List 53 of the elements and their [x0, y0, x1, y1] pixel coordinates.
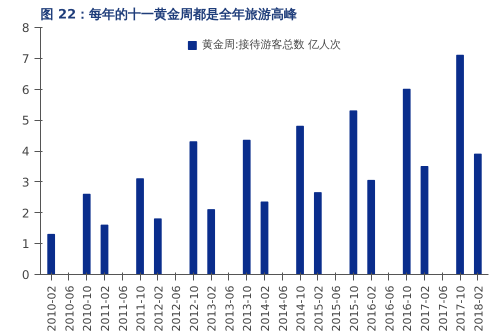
y-tick-label: 8	[22, 21, 30, 35]
x-tick-label: 2013-10	[241, 285, 254, 332]
bar	[82, 194, 91, 274]
x-tick-label: 2011-10	[134, 285, 148, 332]
chart-title: 图 22：每年的十一黄金周都是全年旅游高峰	[40, 6, 298, 22]
bar	[207, 209, 216, 274]
legend-label: 黄金周:接待游客总数 亿人次	[202, 37, 342, 52]
x-tick-label: 2017-02	[419, 285, 432, 332]
x-tick-label: 2017-06	[436, 285, 450, 332]
y-tick-label: 6	[22, 82, 30, 97]
bar	[474, 154, 482, 274]
bar	[47, 234, 56, 274]
y-tick-label: 7	[22, 52, 30, 66]
x-tick-label: 2014-10	[294, 285, 308, 332]
bar	[402, 88, 411, 274]
bar	[242, 140, 251, 274]
y-tick-label: 4	[22, 144, 30, 158]
x-tick-label: 2010-10	[81, 285, 94, 332]
x-tick-label: 2015-06	[330, 285, 344, 332]
bar	[367, 180, 376, 274]
y-tick-label: 0	[22, 268, 30, 282]
x-tick-label: 2013-02	[206, 285, 219, 332]
x-tick-label: 2016-02	[366, 285, 379, 332]
x-tick-label: 2018-02	[472, 285, 486, 332]
bar	[350, 110, 358, 274]
x-tick-label: 2014-02	[259, 285, 272, 332]
bar	[260, 201, 268, 274]
y-tick-label: 2	[22, 206, 30, 220]
x-tick-label: 2012-10	[188, 285, 201, 332]
bar	[420, 166, 428, 274]
x-tick-label: 2014-06	[276, 285, 290, 332]
y-tick-label: 5	[22, 114, 30, 128]
bar	[314, 192, 322, 274]
bar	[296, 126, 304, 274]
x-tick-label: 2013-06	[223, 285, 236, 332]
bar	[190, 141, 198, 274]
x-tick-label: 2017-10	[454, 285, 468, 332]
x-tick-label: 2016-10	[401, 285, 414, 332]
x-tick-label: 2015-10	[348, 285, 361, 332]
bar	[136, 178, 144, 274]
bar	[456, 54, 464, 274]
x-tick-label: 2011-06	[116, 285, 130, 332]
y-tick-label: 1	[22, 237, 30, 252]
x-tick-label: 2016-06	[383, 285, 396, 332]
bar	[100, 224, 108, 274]
x-tick-label: 2015-02	[312, 285, 326, 332]
x-tick-label: 2012-02	[152, 285, 166, 332]
x-tick-label: 2012-06	[170, 285, 184, 332]
x-tick-label: 2010-06	[63, 285, 76, 332]
bar	[154, 218, 162, 274]
y-tick-label: 3	[22, 175, 30, 190]
x-tick-label: 2011-02	[99, 285, 112, 332]
x-tick-label: 2010-02	[46, 285, 59, 332]
